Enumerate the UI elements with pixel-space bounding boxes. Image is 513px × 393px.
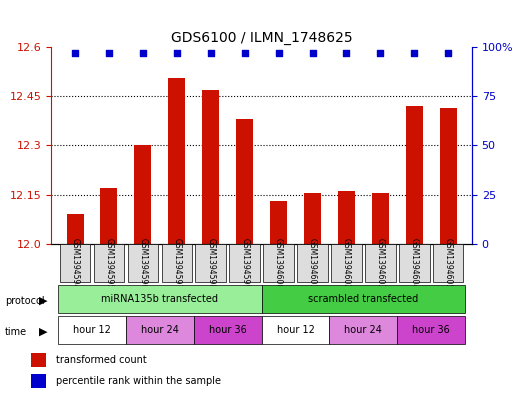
Point bbox=[342, 50, 350, 56]
Text: miRNA135b transfected: miRNA135b transfected bbox=[102, 294, 219, 304]
Text: GSM1394605: GSM1394605 bbox=[444, 238, 452, 289]
Text: GSM1394594: GSM1394594 bbox=[71, 238, 80, 289]
FancyBboxPatch shape bbox=[60, 244, 90, 282]
FancyBboxPatch shape bbox=[262, 285, 465, 313]
Point bbox=[410, 50, 419, 56]
FancyBboxPatch shape bbox=[162, 244, 192, 282]
Point bbox=[207, 50, 215, 56]
Point bbox=[71, 50, 79, 56]
Text: time: time bbox=[5, 327, 27, 337]
Bar bbox=[372, 193, 389, 244]
FancyBboxPatch shape bbox=[194, 316, 262, 344]
Point bbox=[274, 50, 283, 56]
Text: GSM1394596: GSM1394596 bbox=[139, 238, 147, 289]
Text: percentile rank within the sample: percentile rank within the sample bbox=[56, 376, 221, 386]
Bar bbox=[406, 106, 423, 244]
Text: hour 36: hour 36 bbox=[209, 325, 247, 335]
Text: hour 36: hour 36 bbox=[412, 325, 450, 335]
FancyBboxPatch shape bbox=[229, 244, 260, 282]
Text: hour 12: hour 12 bbox=[73, 325, 111, 335]
Text: hour 24: hour 24 bbox=[141, 325, 179, 335]
Text: GSM1394603: GSM1394603 bbox=[376, 238, 385, 289]
Text: GSM1394601: GSM1394601 bbox=[308, 238, 317, 289]
Text: GSM1394600: GSM1394600 bbox=[274, 238, 283, 289]
FancyBboxPatch shape bbox=[128, 244, 158, 282]
Bar bbox=[236, 119, 253, 244]
Text: GSM1394597: GSM1394597 bbox=[172, 238, 181, 289]
FancyBboxPatch shape bbox=[329, 316, 398, 344]
Bar bbox=[440, 108, 457, 244]
Point bbox=[105, 50, 113, 56]
Text: hour 12: hour 12 bbox=[277, 325, 314, 335]
FancyBboxPatch shape bbox=[399, 244, 429, 282]
FancyBboxPatch shape bbox=[262, 316, 329, 344]
Text: transformed count: transformed count bbox=[56, 355, 147, 365]
Text: GSM1394599: GSM1394599 bbox=[240, 238, 249, 289]
FancyBboxPatch shape bbox=[331, 244, 362, 282]
Point bbox=[241, 50, 249, 56]
Bar bbox=[31, 374, 46, 388]
FancyBboxPatch shape bbox=[126, 316, 194, 344]
FancyBboxPatch shape bbox=[58, 316, 126, 344]
Point bbox=[376, 50, 384, 56]
Bar bbox=[31, 353, 46, 367]
FancyBboxPatch shape bbox=[195, 244, 226, 282]
FancyBboxPatch shape bbox=[433, 244, 463, 282]
Text: hour 24: hour 24 bbox=[344, 325, 382, 335]
FancyBboxPatch shape bbox=[58, 285, 262, 313]
Title: GDS6100 / ILMN_1748625: GDS6100 / ILMN_1748625 bbox=[171, 31, 352, 45]
Bar bbox=[134, 145, 151, 244]
Point bbox=[444, 50, 452, 56]
Point bbox=[308, 50, 317, 56]
Bar bbox=[168, 78, 185, 244]
Bar bbox=[270, 201, 287, 244]
Text: GSM1394598: GSM1394598 bbox=[206, 238, 215, 289]
Point bbox=[173, 50, 181, 56]
FancyBboxPatch shape bbox=[94, 244, 124, 282]
Text: scrambled transfected: scrambled transfected bbox=[308, 294, 419, 304]
Text: ▶: ▶ bbox=[38, 327, 47, 337]
FancyBboxPatch shape bbox=[297, 244, 328, 282]
FancyBboxPatch shape bbox=[398, 316, 465, 344]
Text: GSM1394604: GSM1394604 bbox=[410, 238, 419, 289]
Bar bbox=[304, 193, 321, 244]
Text: protocol: protocol bbox=[5, 296, 45, 306]
Bar bbox=[101, 188, 117, 244]
Text: ▶: ▶ bbox=[38, 296, 47, 306]
Text: GSM1394595: GSM1394595 bbox=[105, 238, 113, 289]
Point bbox=[139, 50, 147, 56]
Bar bbox=[202, 90, 219, 244]
Bar bbox=[338, 191, 355, 244]
FancyBboxPatch shape bbox=[263, 244, 294, 282]
Text: GSM1394602: GSM1394602 bbox=[342, 238, 351, 289]
Bar bbox=[67, 214, 84, 244]
FancyBboxPatch shape bbox=[365, 244, 396, 282]
